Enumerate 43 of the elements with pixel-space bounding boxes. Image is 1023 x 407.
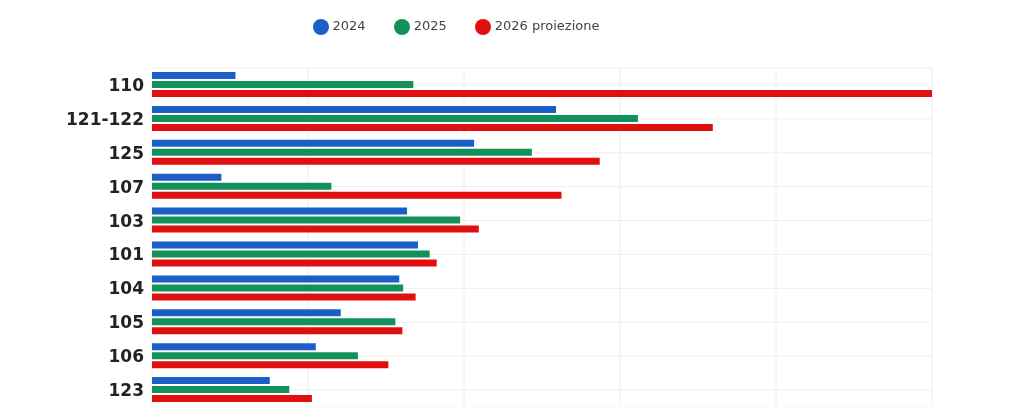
bar: [152, 139, 475, 147]
bar: [152, 182, 332, 190]
y-tick-label: 107: [108, 176, 144, 197]
bar: [152, 207, 408, 215]
y-tick-label: 110: [108, 74, 145, 95]
bar: [152, 293, 416, 301]
bar: [152, 361, 389, 369]
bar: [152, 173, 222, 181]
y-tick-label: 105: [108, 312, 144, 333]
bar: [152, 386, 290, 394]
y-tick-label: 123: [108, 380, 144, 401]
bar: [152, 275, 400, 283]
bar: [152, 395, 312, 403]
bar: [152, 284, 404, 292]
bar: [152, 309, 341, 317]
y-tick-label: 106: [108, 346, 144, 367]
bar: [152, 105, 557, 113]
bar: [152, 114, 638, 122]
bar: [152, 343, 316, 351]
bar: [152, 216, 461, 224]
bar: [152, 191, 562, 199]
y-tick-label: 103: [108, 210, 144, 231]
legend-label: 2025: [413, 18, 447, 33]
bar: [152, 327, 403, 335]
bar: [152, 241, 418, 249]
y-tick-label: 121-122: [65, 108, 144, 129]
bar: [152, 259, 437, 267]
bar: [152, 352, 358, 360]
bar: [152, 250, 430, 258]
bar: [152, 123, 713, 131]
y-tick-label: 104: [108, 278, 145, 299]
bar: [152, 225, 479, 233]
bar: [152, 377, 270, 385]
legend-label: 2026 proiezione: [494, 18, 600, 33]
bar: [152, 72, 236, 79]
bar: [152, 148, 532, 156]
legend-label: 2024: [332, 18, 366, 33]
bar: [152, 90, 932, 97]
y-tick-label: 101: [108, 244, 144, 265]
bar: [152, 318, 396, 326]
y-tick-label: 125: [108, 142, 144, 163]
bar: [152, 157, 600, 165]
bar: [152, 81, 414, 88]
